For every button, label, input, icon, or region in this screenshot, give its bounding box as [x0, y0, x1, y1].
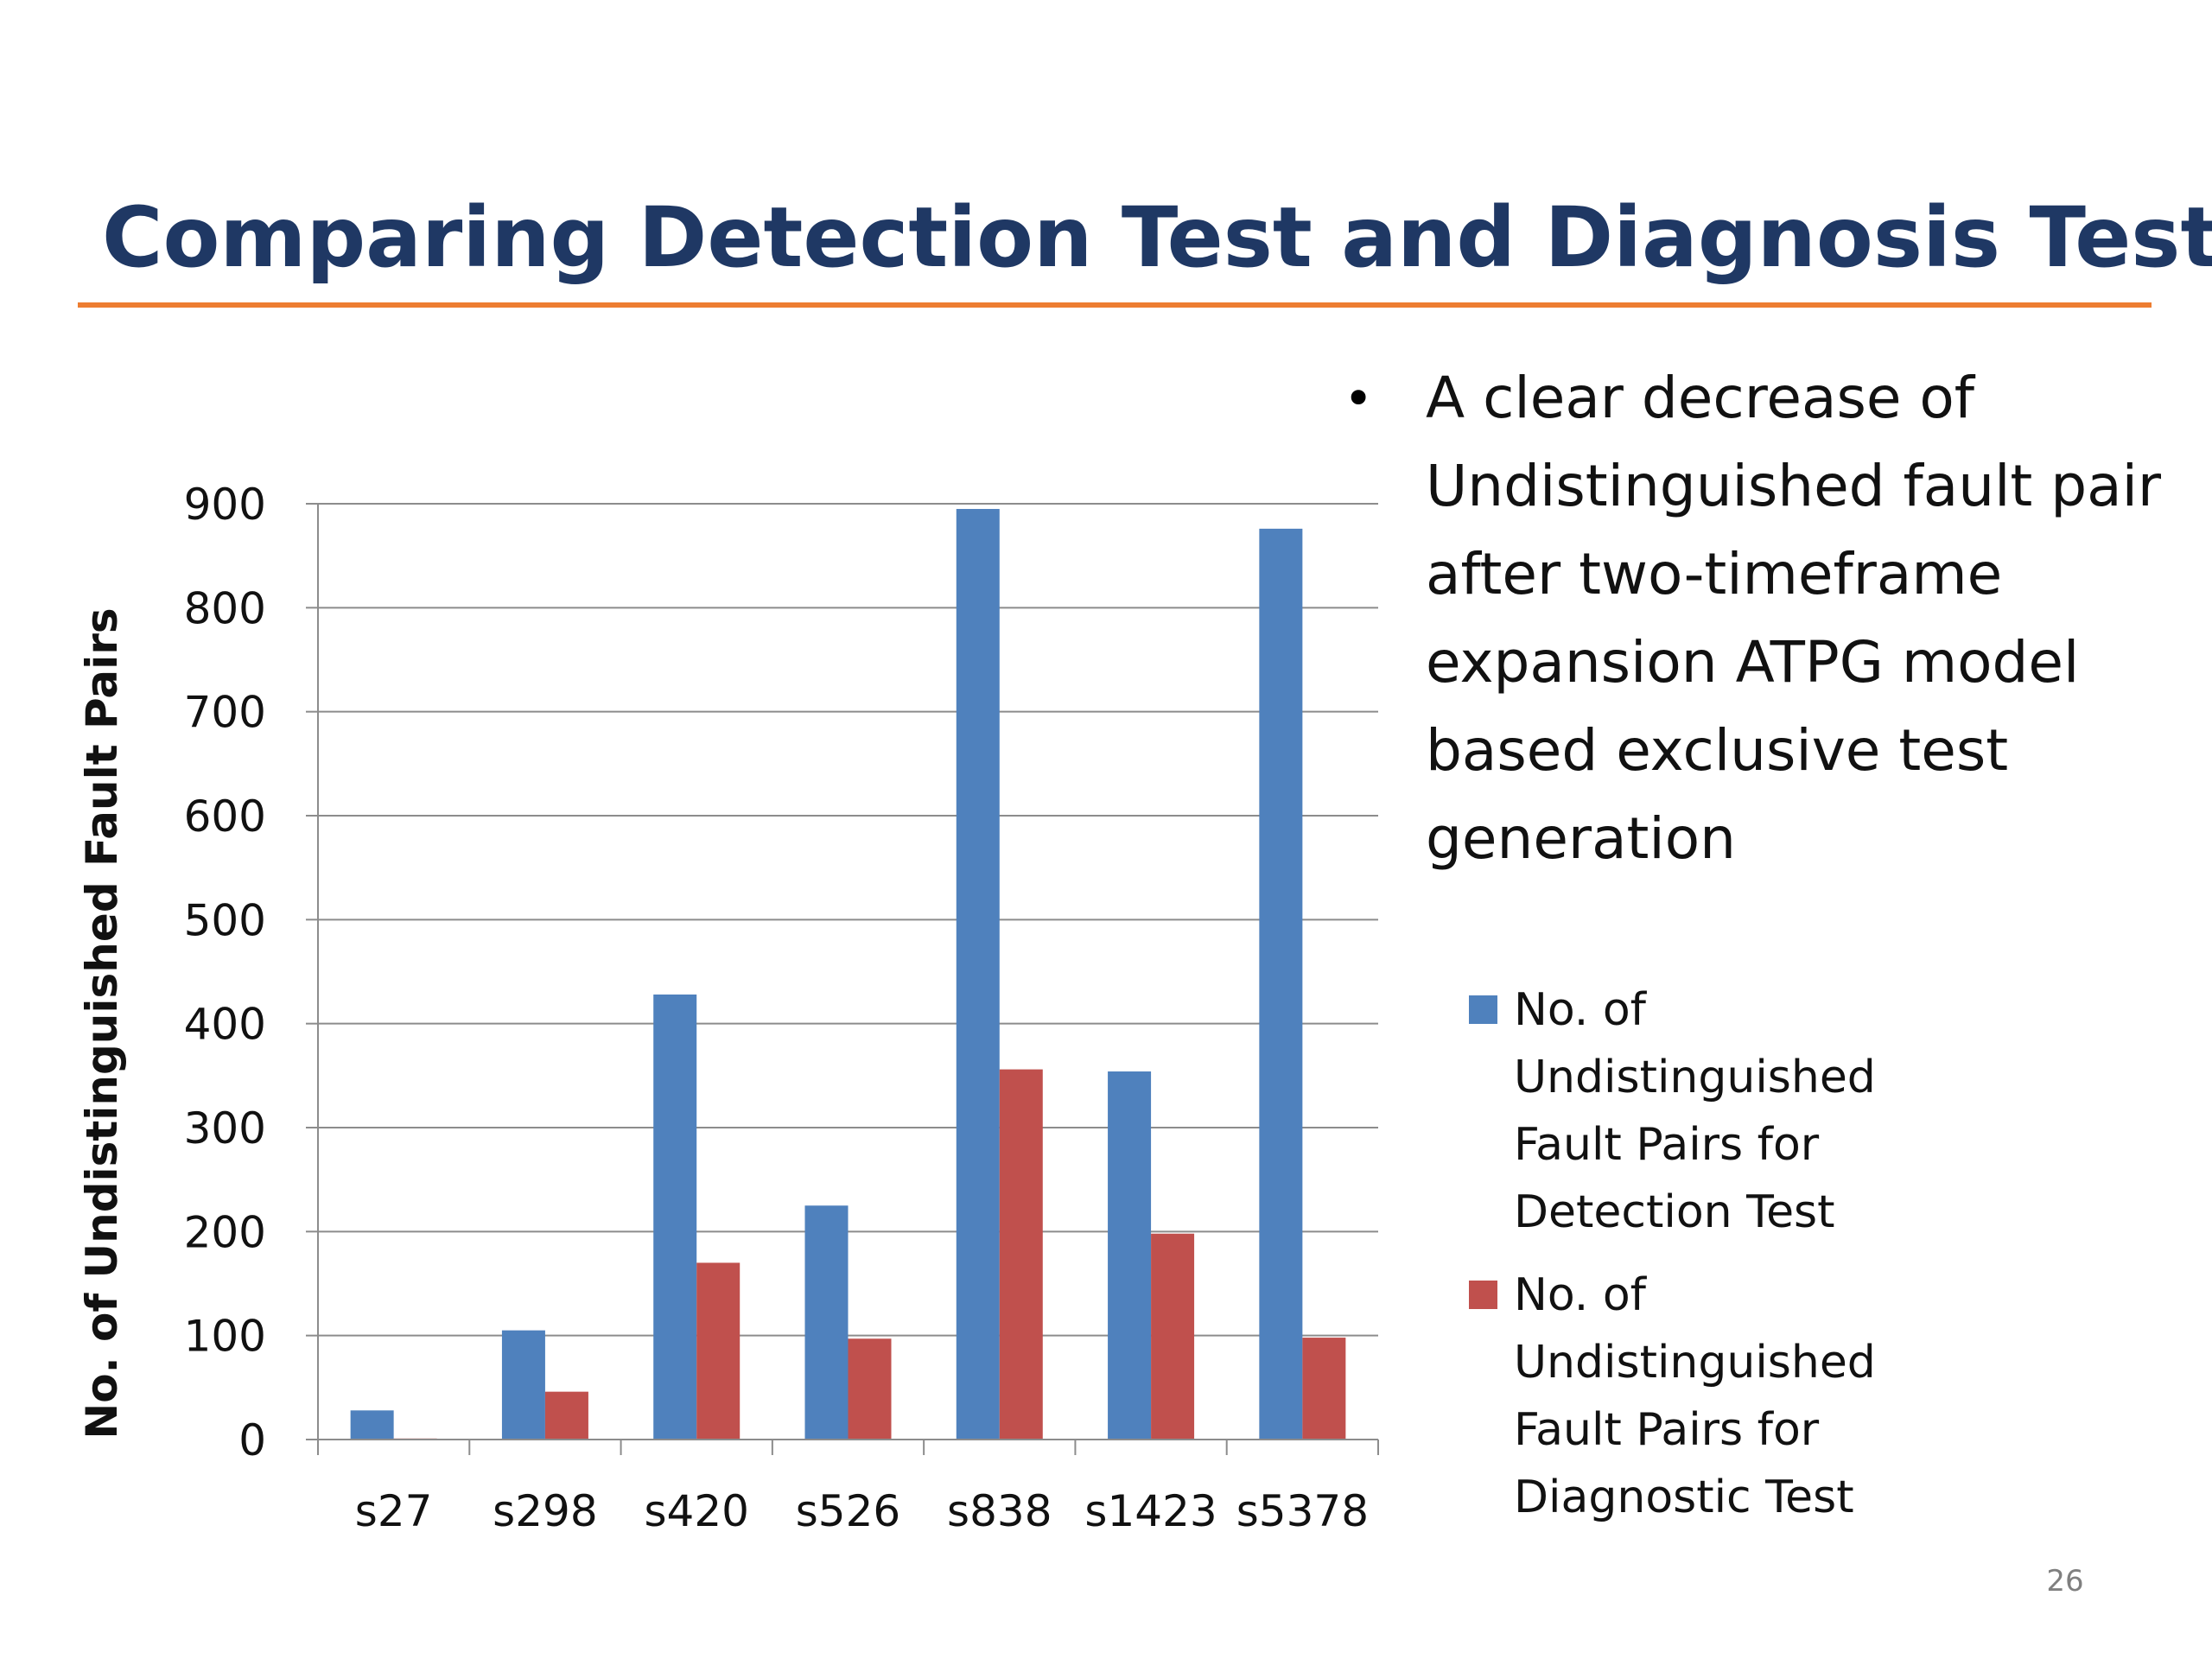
x-tick-label: s298 — [493, 1486, 597, 1536]
legend-item-diagnostic: No. of Undistinguished Fault Pairs for D… — [1469, 1262, 1987, 1531]
bar-detection-s27 — [350, 1410, 394, 1440]
y-tick-label: 900 — [184, 480, 266, 530]
x-tick-labels: s27 s298 s420 s526 s838 s1423 s5378 — [355, 1486, 1369, 1536]
y-tick-label: 0 — [238, 1415, 266, 1465]
legend-label-detection: No. of Undistinguished Fault Pairs for D… — [1514, 984, 1876, 1238]
bullet-dot-icon: • — [1344, 369, 1374, 428]
bar-diagnostic-s1423 — [1151, 1233, 1195, 1440]
bar-detection-s1423 — [1108, 1071, 1152, 1440]
slide-title: Comparing Detection Test and Diagnosis T… — [102, 189, 2212, 286]
bar-diagnostic-s838 — [999, 1069, 1043, 1440]
x-tick-label: s27 — [355, 1486, 433, 1536]
bar-detection-s838 — [956, 509, 1000, 1440]
bar-diagnostic-s298 — [544, 1391, 588, 1440]
legend-swatch-diagnostic — [1469, 1281, 1497, 1309]
bar-chart: 0 100 200 300 400 500 600 700 800 900 s27 s298 s420… — [77, 480, 1379, 1536]
x-tick-label: s526 — [796, 1486, 900, 1536]
bar-detection-s5378 — [1259, 528, 1303, 1440]
y-tick-label: 400 — [184, 1000, 266, 1050]
axes — [317, 504, 1379, 1455]
legend-item-detection: No. of Undistinguished Fault Pairs for D… — [1469, 976, 1987, 1246]
bars — [350, 509, 1346, 1440]
bar-detection-s420 — [653, 994, 697, 1440]
chart-legend: No. of Undistinguished Fault Pairs for D… — [1469, 976, 1987, 1547]
y-tick-label: 300 — [184, 1103, 266, 1154]
bullet-text: A clear decrease of Undistinguished faul… — [1426, 365, 2162, 872]
title-underline-bar — [78, 302, 2152, 308]
y-tick-label: 700 — [184, 688, 266, 738]
y-tick-label: 100 — [184, 1312, 266, 1362]
bar-detection-s526 — [804, 1205, 849, 1440]
legend-label-diagnostic: No. of Undistinguished Fault Pairs for D… — [1514, 1269, 1876, 1523]
bar-diagnostic-s5378 — [1302, 1338, 1346, 1440]
gridlines — [306, 503, 1378, 1440]
page-number: 26 — [2046, 1564, 2084, 1599]
bar-detection-s298 — [501, 1330, 545, 1440]
x-tick-label: s1423 — [1084, 1486, 1217, 1536]
y-tick-label: 600 — [184, 791, 266, 842]
y-axis-label: No. of Undistinguished Fault Pairs — [77, 607, 127, 1439]
x-tick-label: s420 — [644, 1486, 748, 1536]
legend-swatch-detection — [1469, 995, 1497, 1024]
x-tick-label: s838 — [947, 1486, 1052, 1536]
y-tick-label: 200 — [184, 1207, 266, 1257]
bar-diagnostic-s420 — [696, 1262, 741, 1440]
y-tick-label: 500 — [184, 895, 266, 945]
bar-diagnostic-s526 — [848, 1338, 892, 1440]
title-underline — [78, 302, 2152, 308]
y-tick-labels: 0 100 200 300 400 500 600 700 800 900 — [184, 480, 266, 1465]
y-tick-label: 800 — [184, 583, 266, 633]
x-tick-label: s5378 — [1236, 1486, 1369, 1536]
